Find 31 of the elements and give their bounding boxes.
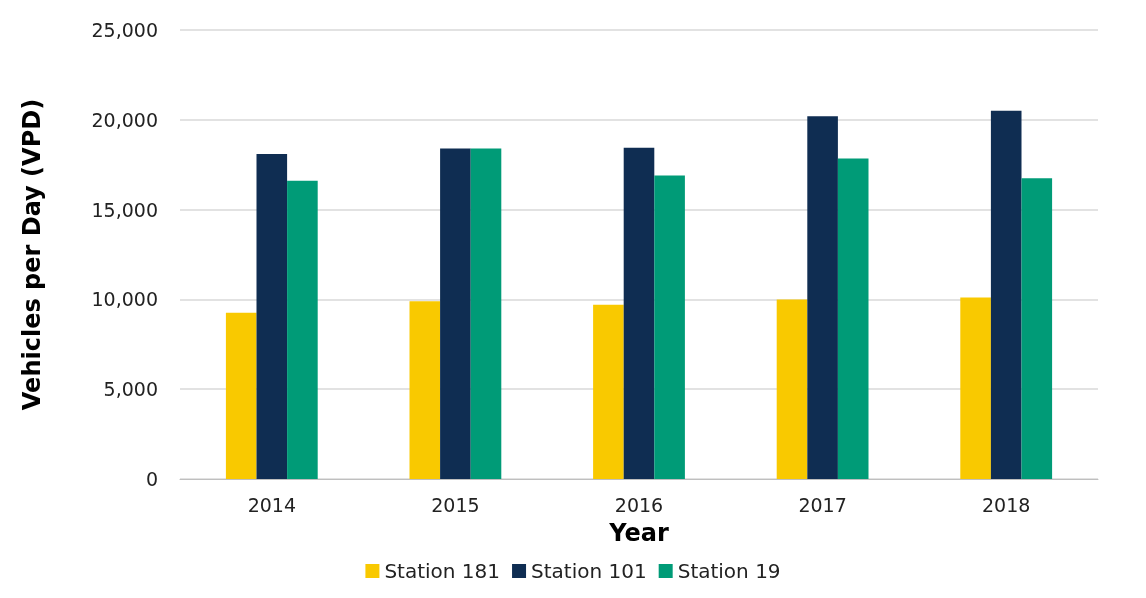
y-tick-label: 5,000 [103,378,158,401]
bar [440,148,471,479]
y-tick-label: 15,000 [91,198,158,221]
bar [593,304,624,479]
bar [1021,178,1053,479]
x-tick-label: 2016 [614,493,664,516]
legend-label: Station 101 [531,559,647,583]
bar [807,116,838,479]
y-axis-title: Vehicles per Day (VPD) [18,98,46,411]
bar [287,180,318,479]
x-tick-label: 2014 [247,493,296,516]
bar [837,158,869,479]
bar [256,153,288,479]
y-tick-label: 25,000 [91,19,158,41]
bar [654,175,685,479]
bar [990,110,1022,479]
x-axis-title: Year [608,519,669,547]
bar [409,301,441,479]
y-tick-label: 10,000 [91,288,158,311]
bar [960,297,991,479]
legend-label: Station 181 [384,559,501,583]
bar [470,148,502,479]
bar [623,147,655,479]
bar [776,299,808,479]
x-tick-label: 2015 [431,493,480,516]
bar [225,312,257,479]
y-tick-label: 0 [145,468,158,490]
x-tick-label: 2018 [982,493,1031,516]
y-tick-label: 20,000 [91,108,158,131]
x-tick-label: 2017 [798,493,847,516]
legend-label: Station 19 [677,559,781,583]
